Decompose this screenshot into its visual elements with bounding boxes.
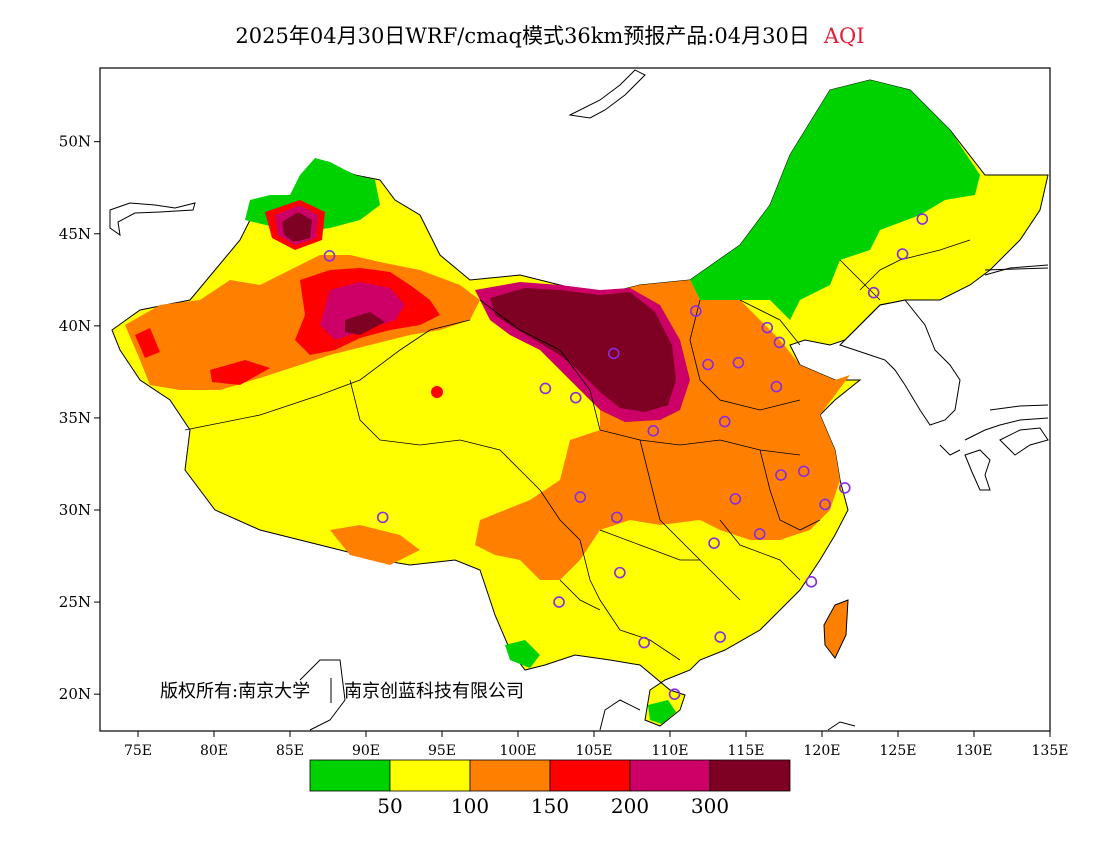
station-marker: [539, 382, 552, 395]
lon-tick-label: 120E: [804, 743, 841, 759]
aqi-region-unhealthy-sensitive-tibet: [330, 525, 420, 565]
map-title: 2025年04月30日WRF/cmaq模式36km预报产品:04月30日 AQI: [0, 20, 1100, 50]
station-marker: [916, 213, 929, 225]
station-marker: [690, 305, 702, 317]
station-marker: [729, 493, 742, 505]
aqi-region-unhealthy-west-3: [135, 328, 160, 358]
lon-tick-label: 125E: [880, 743, 917, 759]
lon-tick-label: 105E: [576, 743, 613, 759]
station-marker: [376, 511, 389, 524]
lon-tick-label: 80E: [200, 743, 228, 759]
aqi-region-good-hainan: [648, 700, 676, 724]
aqi-region-unhealthy-sensitive-taiwan: [823, 599, 849, 659]
station-marker: [702, 358, 714, 371]
copyright-owner-2: 南京创蓝科技有限公司: [344, 681, 524, 702]
lat-tick-label: 35N: [59, 409, 91, 427]
legend-label: 100: [451, 794, 489, 818]
map-canvas: 版权所有:南京大学 南京创蓝科技有限公司: [109, 69, 1049, 731]
station-marker: [638, 636, 650, 649]
station-marker: [614, 566, 626, 579]
lat-tick-label: 25N: [59, 593, 91, 611]
station-marker: [761, 321, 774, 334]
title-main: 2025年04月30日WRF/cmaq模式36km预报产品:04月30日: [235, 24, 810, 48]
legend-swatch: [629, 759, 711, 792]
station-marker: [574, 491, 587, 503]
legend-swatch: [469, 759, 551, 792]
lon-tick-label: 110E: [652, 743, 689, 759]
aqi-region-good-south: [505, 640, 540, 668]
lon-tick-label: 135E: [1032, 743, 1069, 759]
lat-tick-label: 45N: [59, 225, 91, 243]
legend-label: 300: [691, 794, 729, 818]
station-marker: [805, 576, 818, 588]
map-frame: [99, 67, 1051, 732]
station-marker: [770, 380, 783, 393]
station-marker: [718, 415, 731, 428]
aqi-region-good-northeast: [690, 80, 980, 320]
legend-swatch: [309, 759, 391, 792]
lat-tick-label: 30N: [59, 501, 91, 519]
copyright-owner-1: 版权所有:南京大学: [160, 681, 310, 702]
lon-tick-label: 90E: [352, 743, 380, 759]
latitude-axis: 50N 45N 40N 35N 30N 25N 20N: [59, 133, 100, 703]
station-marker: [753, 528, 766, 540]
station-marker: [732, 356, 745, 369]
lon-tick-label: 75E: [124, 743, 152, 759]
legend-swatch: [709, 759, 791, 792]
station-marker: [775, 469, 787, 481]
station-marker: [708, 537, 720, 549]
lat-tick-label: 40N: [59, 317, 91, 335]
station-marker: [323, 250, 336, 262]
lon-tick-label: 85E: [276, 743, 304, 759]
aqi-region-unhealthy-sensitive-east: [475, 280, 850, 580]
station-marker: [773, 336, 786, 349]
legend-label: 150: [531, 794, 569, 818]
lat-tick-label: 20N: [59, 685, 91, 703]
station-marker: [569, 391, 582, 404]
coastlines: [109, 69, 1049, 731]
lat-tick-label: 50N: [59, 133, 91, 151]
aqi-region-hazardous-north-xj: [282, 212, 312, 242]
aqi-region-unhealthy-west-2: [210, 360, 270, 385]
aqi-spot-qinghai: [431, 386, 443, 398]
station-marker: [819, 498, 831, 511]
station-marker: [797, 465, 810, 478]
station-marker: [838, 482, 851, 494]
lon-tick-label: 115E: [728, 743, 765, 759]
longitude-axis: 75E 80E 85E 90E 95E 100E 105E 110E 115E 120E 125E 1…: [124, 731, 1069, 759]
legend-label: 50: [377, 794, 402, 818]
lon-tick-label: 95E: [428, 743, 456, 759]
station-marker: [714, 631, 726, 643]
province-boundaries: [184, 239, 971, 661]
aqi-legend: 50 100 150 200 300: [309, 759, 791, 818]
station-marker: [896, 248, 909, 260]
aqi-region-very-unhealthy-west: [320, 282, 405, 340]
station-marker: [668, 688, 681, 700]
station-markers: [323, 213, 929, 700]
legend-swatch: [549, 759, 631, 792]
station-marker: [553, 596, 565, 608]
title-variable: AQI: [823, 24, 865, 48]
legend-swatch: [389, 759, 471, 792]
lon-tick-label: 130E: [956, 743, 993, 759]
station-marker: [647, 425, 660, 437]
lon-tick-label: 100E: [500, 743, 537, 759]
aqi-region-hazardous-west: [345, 312, 385, 335]
legend-label: 200: [611, 794, 649, 818]
station-marker: [607, 347, 620, 360]
station-marker: [867, 286, 880, 299]
aqi-region-hazardous-central: [490, 288, 676, 412]
station-marker: [610, 511, 623, 524]
